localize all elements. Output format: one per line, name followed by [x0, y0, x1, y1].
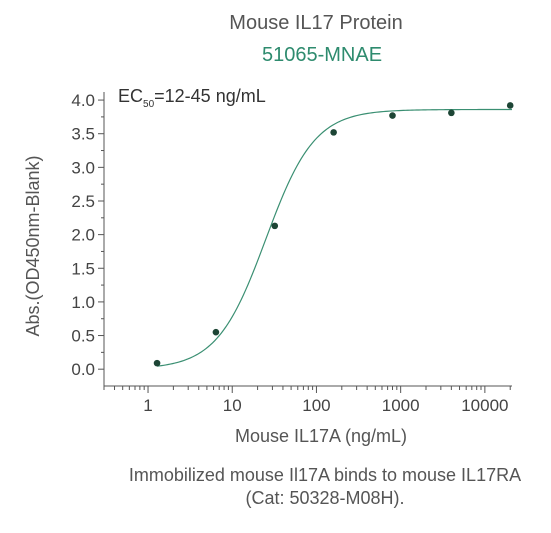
y-tick-label: 1.5: [71, 259, 95, 278]
y-tick-label: 0.0: [71, 360, 95, 379]
x-tick-label: 100: [302, 396, 330, 415]
y-tick-label: 3.0: [71, 158, 95, 177]
data-point: [506, 102, 514, 109]
ec50-prefix: EC: [118, 86, 143, 106]
x-tick-label: 1000: [382, 396, 420, 415]
y-tick-label: 0.5: [71, 327, 95, 346]
axes: [103, 92, 512, 387]
y-tick-label: 2.0: [71, 226, 95, 245]
x-ticks: 1 10 100 1000 10000: [103, 386, 511, 415]
caption-line-1: Immobilized mouse Il17A binds to mouse I…: [129, 465, 521, 485]
caption-line-2: (Cat: 50328-M08H).: [245, 488, 404, 508]
y-axis-label: Abs.(OD450nm-Blank): [23, 155, 43, 336]
x-axis-label: Mouse IL17A (ng/mL): [235, 426, 407, 446]
data-points: [153, 102, 514, 367]
data-point: [448, 109, 455, 117]
fit-curve-layer: [156, 108, 512, 367]
y-tick-label: 1.0: [71, 293, 95, 312]
data-point: [389, 112, 396, 119]
chart-title: Mouse IL17 Protein: [229, 12, 402, 34]
ec50-annotation: EC50=12-45 ng/mL: [118, 86, 266, 110]
chart-subtitle: 51065-MNAE: [262, 44, 382, 66]
x-tick-label: 10: [223, 396, 242, 415]
fit-curve: [156, 108, 512, 367]
data-point: [153, 359, 161, 367]
y-tick-label: 3.5: [71, 125, 95, 144]
data-point: [212, 328, 220, 336]
x-tick-label: 10000: [461, 396, 508, 415]
y-tick-label: 4.0: [71, 91, 95, 110]
data-point: [330, 129, 337, 136]
y-tick-label: 2.5: [71, 192, 95, 211]
y-ticks: 0.0 0.5 1.0 1.5 2.0 2.5 3.0 3.5 4.0: [71, 91, 104, 379]
x-tick-label: 1: [143, 396, 152, 415]
data-point: [271, 222, 279, 230]
ec50-value: =12-45 ng/mL: [154, 86, 266, 106]
ec50-subscript: 50: [143, 99, 155, 110]
